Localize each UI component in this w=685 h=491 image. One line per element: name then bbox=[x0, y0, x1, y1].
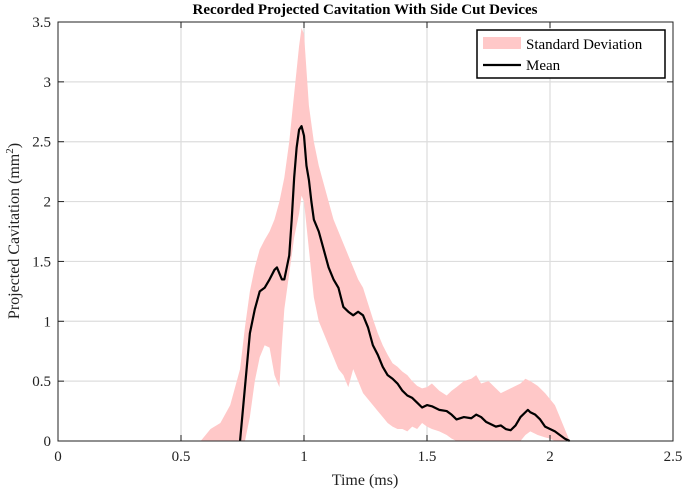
x-tick-label: 0.5 bbox=[172, 449, 191, 465]
y-axis-label-sup: 2 bbox=[4, 148, 16, 154]
x-tick-label: 2 bbox=[546, 449, 554, 465]
y-axis-label-end: ) bbox=[6, 143, 23, 148]
legend-label-mean: Mean bbox=[526, 58, 561, 74]
chart-title: Recorded Projected Cavitation With Side … bbox=[193, 2, 538, 18]
x-tick-label: 2.5 bbox=[664, 449, 683, 465]
std-deviation-band bbox=[200, 27, 570, 442]
x-tick-label: 0 bbox=[54, 449, 62, 465]
plot-frame bbox=[57, 21, 674, 442]
y-tick-label: 0 bbox=[44, 434, 52, 450]
y-ticks: 0 0.5 1 1.5 2 2.5 3 3.5 bbox=[32, 15, 673, 450]
mean-line bbox=[238, 125, 571, 442]
y-tick-label: 0.5 bbox=[32, 374, 51, 390]
x-tick-label: 1 bbox=[300, 449, 308, 465]
y-axis-label: Projected Cavitation (mm2) bbox=[4, 143, 23, 319]
mean-line-layer bbox=[238, 125, 571, 442]
y-tick-label: 1.5 bbox=[32, 254, 51, 270]
y-tick-label: 2.5 bbox=[32, 135, 51, 151]
legend-label-std: Standard Deviation bbox=[526, 37, 643, 53]
y-tick-label: 3.5 bbox=[32, 15, 51, 31]
y-tick-label: 1 bbox=[44, 314, 52, 330]
legend: Standard Deviation Mean bbox=[476, 29, 666, 79]
y-axis-label-base: Projected Cavitation (mm bbox=[6, 153, 23, 319]
std-band-layer bbox=[200, 27, 570, 442]
legend-band-swatch bbox=[483, 37, 521, 49]
y-tick-label: 3 bbox=[44, 75, 52, 91]
x-ticks: 0 0.5 1 1.5 2 2.5 bbox=[54, 22, 682, 465]
y-tick-label: 2 bbox=[44, 195, 52, 211]
x-axis-label: Time (ms) bbox=[332, 472, 399, 489]
x-tick-label: 1.5 bbox=[418, 449, 437, 465]
